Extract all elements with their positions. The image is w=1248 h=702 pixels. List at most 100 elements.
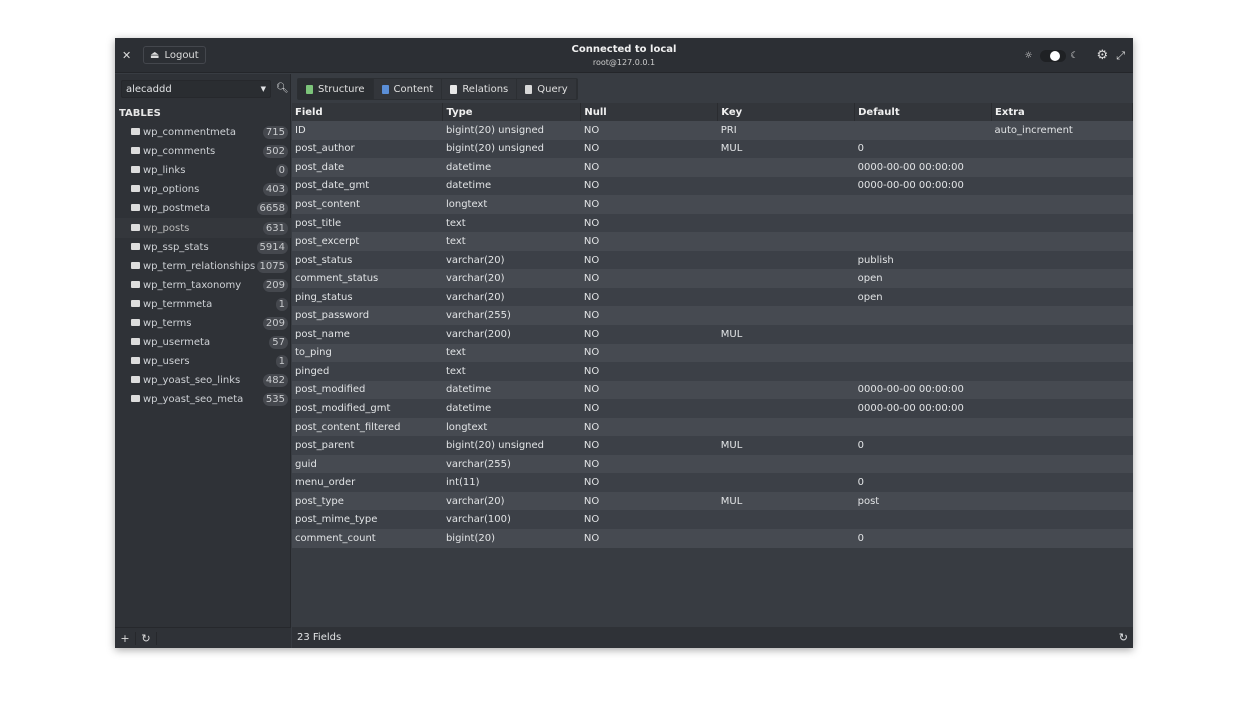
cell-default	[854, 362, 992, 381]
table-row[interactable]: to_ping text NO	[292, 343, 1133, 363]
cell-default: post	[854, 491, 992, 511]
sidebar-table-item[interactable]: wp_comments 502	[115, 142, 291, 161]
cell-default: 0000-00-00 00:00:00	[854, 176, 992, 196]
tab-query[interactable]: Query	[517, 79, 577, 99]
cell-key: MUL	[717, 325, 855, 344]
cell-extra	[991, 325, 1133, 344]
cell-extra	[991, 417, 1133, 437]
table-name: wp_ssp_stats	[143, 241, 209, 253]
cell-default: 0	[854, 473, 992, 492]
table-name: wp_termmeta	[143, 298, 213, 310]
cell-default: 0	[854, 436, 992, 455]
cell-type: text	[442, 362, 581, 381]
tab-label: Query	[537, 83, 568, 95]
column-header[interactable]: Null	[580, 103, 719, 121]
table-header-row: Field Type Null Key Default Extra	[292, 103, 1133, 121]
row-count-badge: 5914	[256, 240, 288, 254]
table-row[interactable]: post_modified datetime NO 0000-00-00 00:00:…	[292, 380, 1133, 400]
sidebar-table-item[interactable]: wp_links 0	[115, 161, 291, 180]
table-row[interactable]: post_parent bigint(20) unsigned NO MUL 0	[292, 436, 1133, 455]
content-icon	[381, 84, 389, 94]
table-row[interactable]: post_name varchar(200) NO MUL	[292, 325, 1133, 344]
sidebar-table-item[interactable]: wp_termmeta 1	[115, 295, 291, 314]
cell-key	[717, 473, 855, 492]
table-row[interactable]: ID bigint(20) unsigned NO PRI auto_increment	[292, 121, 1133, 140]
cell-default	[854, 454, 992, 474]
cell-key	[717, 232, 855, 251]
column-header[interactable]: Field	[292, 103, 444, 121]
column-header[interactable]: Extra	[991, 103, 1133, 121]
cell-key	[717, 380, 855, 400]
table-row[interactable]: post_excerpt text NO	[292, 232, 1133, 251]
sidebar-table-item[interactable]: wp_users 1	[115, 352, 291, 371]
refresh-icon[interactable]: ↻	[136, 631, 157, 645]
row-count-badge: 57	[269, 336, 288, 350]
reload-icon[interactable]: ↻	[1118, 631, 1128, 644]
search-icon[interactable]: 🔍︎	[276, 83, 289, 94]
table-row[interactable]: comment_status varchar(20) NO open	[292, 269, 1133, 288]
table-row[interactable]: guid varchar(255) NO	[292, 454, 1133, 474]
column-header[interactable]: Type	[442, 103, 582, 121]
sidebar-table-item[interactable]: wp_commentmeta 715	[115, 123, 291, 142]
tab-relations[interactable]: Relations	[442, 79, 518, 99]
theme-toggle[interactable]	[1040, 49, 1067, 62]
table-name: wp_usermeta	[143, 337, 211, 349]
database-select[interactable]: alecaddd ▼	[121, 80, 271, 98]
cell-type: bigint(20)	[442, 529, 581, 548]
sidebar-table-item[interactable]: wp_ssp_stats 5914	[115, 238, 291, 257]
cell-extra	[991, 454, 1133, 474]
column-header[interactable]: Key	[717, 103, 856, 121]
table-row[interactable]: post_title text NO	[292, 213, 1133, 233]
cell-null: NO	[580, 158, 718, 177]
cell-key	[717, 176, 855, 196]
cell-null: NO	[580, 250, 718, 270]
gear-icon[interactable]: ⚙	[1096, 48, 1109, 63]
table-row[interactable]: post_type varchar(20) NO MUL post	[292, 491, 1133, 511]
sidebar-table-item[interactable]: wp_postmeta 6658	[115, 199, 291, 218]
table-icon	[131, 299, 140, 307]
table-row[interactable]: post_status varchar(20) NO publish	[292, 250, 1133, 270]
table-icon	[131, 376, 140, 384]
table-row[interactable]: pinged text NO	[292, 362, 1133, 381]
cell-default	[854, 121, 992, 140]
table-icon	[131, 261, 140, 269]
table-row[interactable]: post_content_filtered longtext NO	[292, 417, 1133, 437]
sidebar-table-item[interactable]: wp_options 403	[115, 180, 291, 199]
cell-field: menu_order	[292, 473, 443, 492]
sidebar-table-item[interactable]: wp_yoast_seo_meta 535	[115, 390, 291, 409]
sidebar-table-item[interactable]: wp_term_taxonomy 209	[115, 276, 291, 295]
table-row[interactable]: menu_order int(11) NO 0	[292, 473, 1133, 492]
cell-default: open	[854, 269, 992, 288]
fullscreen-icon[interactable]: ⤢	[1116, 48, 1125, 62]
sidebar-table-item[interactable]: wp_yoast_seo_links 482	[115, 371, 291, 390]
sidebar-table-item[interactable]: wp_terms 209	[115, 314, 291, 333]
cell-null: NO	[580, 380, 718, 400]
table-row[interactable]: post_date_gmt datetime NO 0000-00-00 00:00:…	[292, 176, 1133, 196]
cell-type: varchar(20)	[442, 250, 581, 270]
logout-button[interactable]: ⏏ Logout	[143, 46, 206, 64]
sidebar-table-item[interactable]: wp_term_relationships 1075	[115, 257, 291, 276]
table-row[interactable]: comment_count bigint(20) NO 0	[292, 529, 1133, 548]
sidebar-table-item[interactable]: wp_posts 631	[115, 218, 291, 238]
cell-null: NO	[580, 176, 718, 196]
cell-type: text	[442, 213, 581, 233]
table-row[interactable]: post_modified_gmt datetime NO 0000-00-00 00…	[292, 399, 1133, 418]
cell-type: varchar(20)	[442, 287, 581, 307]
column-header[interactable]: Default	[854, 103, 993, 121]
cell-field: post_content_filtered	[292, 417, 443, 437]
cell-null: NO	[580, 195, 718, 214]
cell-extra	[991, 176, 1133, 196]
table-list: wp_commentmeta 715 wp_comments 502 wp_links 0…	[115, 123, 291, 409]
table-row[interactable]: post_date datetime NO 0000-00-00 00:00:00	[292, 158, 1133, 177]
table-row[interactable]: ping_status varchar(20) NO open	[292, 287, 1133, 307]
tab-structure[interactable]: Structure	[298, 79, 374, 99]
table-row[interactable]: post_content longtext NO	[292, 195, 1133, 214]
add-table-icon[interactable]: +	[115, 631, 136, 645]
sidebar-table-item[interactable]: wp_usermeta 57	[115, 333, 291, 352]
table-row[interactable]: post_author bigint(20) unsigned NO MUL 0	[292, 139, 1133, 159]
table-row[interactable]: post_mime_type varchar(100) NO	[292, 510, 1133, 530]
moon-icon: ☾	[1070, 50, 1079, 61]
close-icon[interactable]: ✕	[122, 49, 132, 62]
table-row[interactable]: post_password varchar(255) NO	[292, 306, 1133, 326]
tab-content[interactable]: Content	[374, 79, 443, 99]
